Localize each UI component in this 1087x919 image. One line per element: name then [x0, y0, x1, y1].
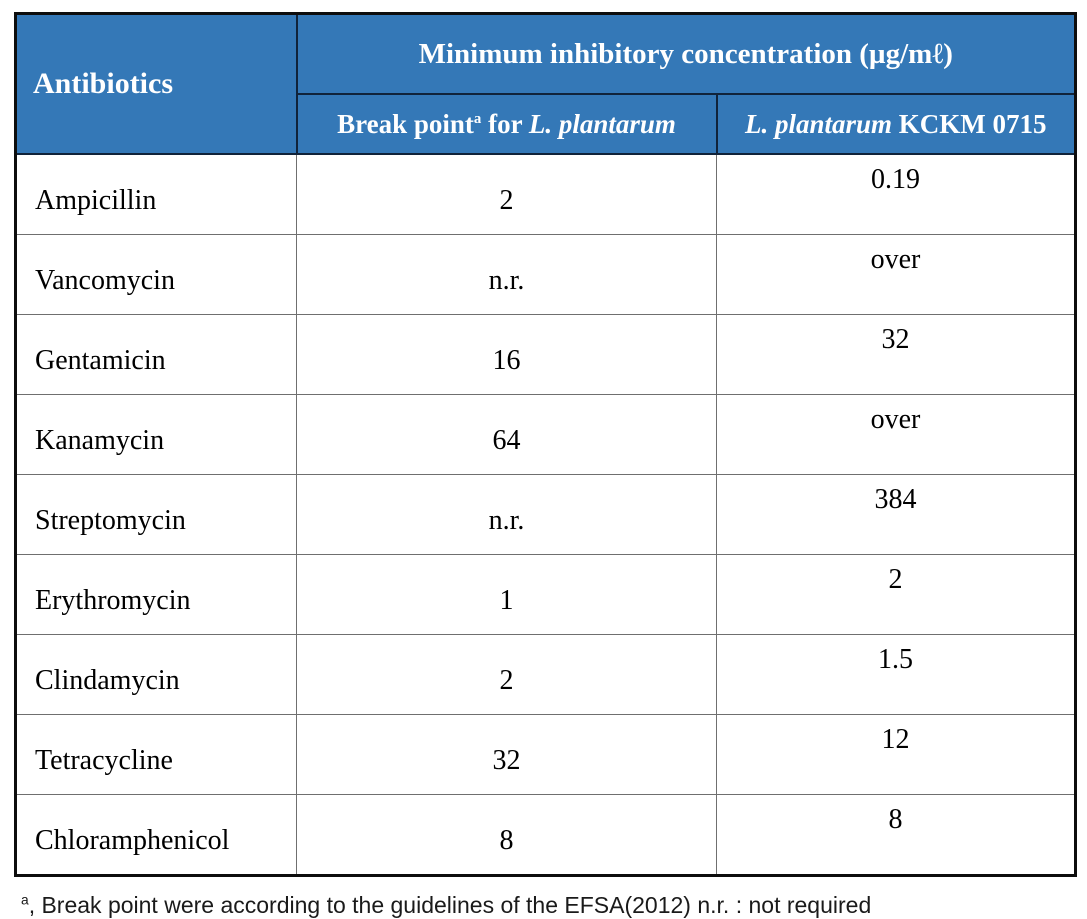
table-row: Erythromycin 1 2: [14, 554, 1077, 635]
break-point-value: 64: [296, 394, 717, 475]
table-row: Tetracycline 32 12: [14, 714, 1077, 795]
table-row: Streptomycin n.r. 384: [14, 474, 1077, 555]
break-point-value: n.r.: [296, 234, 717, 315]
footnote-text: , Break point were according to the guid…: [28, 892, 872, 918]
column-header-break-point: Break pointa for L. plantarum: [295, 93, 718, 155]
kckm-value: 8: [716, 794, 1077, 877]
break-point-value: 32: [296, 714, 717, 795]
antibiotic-name: Tetracycline: [14, 714, 297, 795]
break-point-value: 1: [296, 554, 717, 635]
antibiotic-name: Gentamicin: [14, 314, 297, 395]
footnote-marker: a: [21, 892, 29, 908]
antibiotic-name: Ampicillin: [14, 153, 297, 235]
kckm-value: 0.19: [716, 153, 1077, 235]
break-point-value: 2: [296, 634, 717, 715]
table-row: Gentamicin 16 32: [14, 314, 1077, 395]
kckm-value: 12: [716, 714, 1077, 795]
break-point-species-name: L. plantarum: [528, 108, 676, 139]
kckm-value: 1.5: [716, 634, 1077, 715]
antibiotic-name: Chloramphenicol: [14, 794, 297, 877]
kckm-value: 384: [716, 474, 1077, 555]
antibiotic-name: Kanamycin: [14, 394, 297, 475]
table-row: Clindamycin 2 1.5: [14, 634, 1077, 715]
break-point-value: 8: [296, 794, 717, 877]
table-row: Chloramphenicol 8 8: [14, 794, 1077, 877]
mic-table: Antibiotics Minimum inhibitory concentra…: [14, 12, 1077, 877]
table-row: Kanamycin 64 over: [14, 394, 1077, 475]
kckm-value: 32: [716, 314, 1077, 395]
break-point-value: n.r.: [296, 474, 717, 555]
page: Antibiotics Minimum inhibitory concentra…: [14, 12, 1077, 918]
header-row-1: Antibiotics Minimum inhibitory concentra…: [14, 12, 1077, 155]
strain-species-name: L. plantarum: [744, 108, 893, 139]
break-point-footnote-marker: a: [473, 110, 482, 127]
kckm-value: over: [716, 394, 1077, 475]
column-header-mic-title: Minimum inhibitory concentration (µg/mℓ): [295, 12, 1077, 95]
table-row: Ampicillin 2 0.19: [14, 153, 1077, 235]
kckm-value: over: [716, 234, 1077, 315]
break-point-infix: for: [481, 108, 529, 139]
antibiotic-name: Vancomycin: [14, 234, 297, 315]
break-point-value: 16: [296, 314, 717, 395]
mic-title-text: Minimum inhibitory concentration (µg/mℓ): [418, 37, 953, 70]
antibiotic-name: Streptomycin: [14, 474, 297, 555]
break-point-label: Break point: [337, 108, 474, 139]
column-header-antibiotics: Antibiotics: [14, 12, 298, 155]
antibiotic-name: Erythromycin: [14, 554, 297, 635]
column-header-strain: L. plantarum KCKM 0715: [715, 93, 1077, 155]
header-row-2: Break pointa for L. plantarum L. plantar…: [16, 93, 1077, 155]
strain-id: KCKM 0715: [892, 108, 1047, 139]
break-point-value: 2: [296, 153, 717, 235]
footnote: a, Break point were according to the gui…: [14, 892, 1074, 919]
table-row: Vancomycin n.r. over: [14, 234, 1077, 315]
kckm-value: 2: [716, 554, 1077, 635]
antibiotic-name: Clindamycin: [14, 634, 297, 715]
